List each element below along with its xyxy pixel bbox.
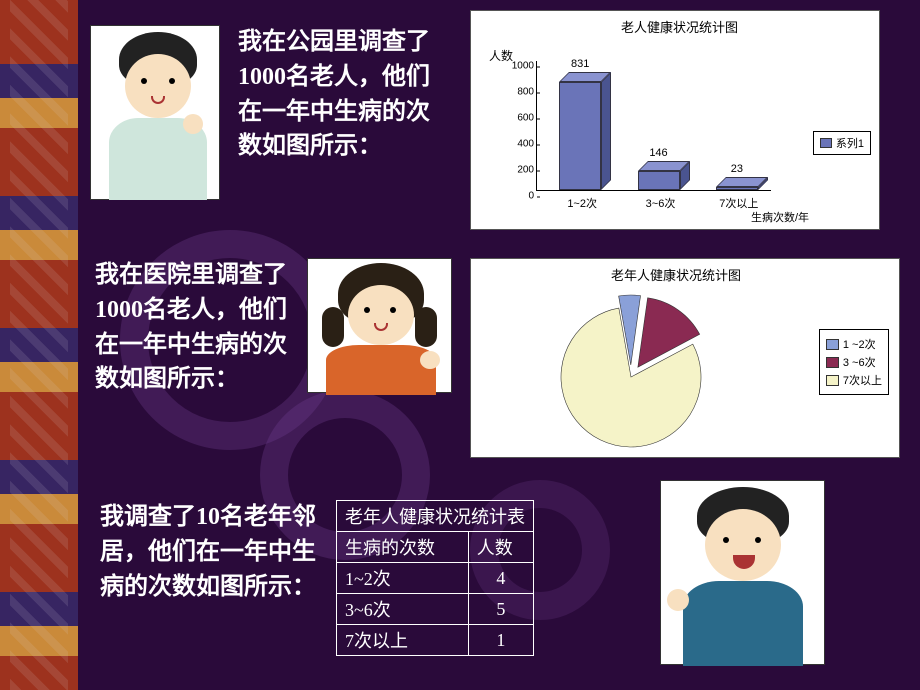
bar-chart-ytick: 400	[517, 139, 537, 150]
bar: 831	[559, 82, 601, 190]
bar-chart-xtick: 3~6次	[632, 195, 690, 211]
girl-avatar	[307, 258, 452, 393]
bar: 146	[638, 171, 680, 190]
bar-chart-ytick: 200	[517, 165, 537, 176]
section-park-survey: 我在公园里调查了1000名老人，他们在一年中生病的次数如图所示：	[90, 25, 448, 200]
bar-chart-ytick: 800	[517, 87, 537, 98]
legend-item: 1 ~2次	[826, 336, 882, 352]
pie-chart-panel: 老年人健康状况统计图 1 ~2次3 ~6次7次以上	[470, 258, 900, 458]
pie-chart-legend: 1 ~2次 3 ~6次 7次以上	[819, 329, 889, 395]
pie-chart-svg	[511, 277, 751, 457]
table-row: 7次以上1	[337, 625, 534, 656]
stats-table: 老年人健康状况统计表生病的次数人数1~2次43~6次57次以上1	[336, 500, 534, 656]
bar-chart-xtick: 7次以上	[710, 195, 768, 211]
left-color-strip	[0, 0, 78, 690]
table-row: 3~6次5	[337, 594, 534, 625]
bar-chart-ytick: 600	[517, 113, 537, 124]
bar: 23	[716, 187, 758, 190]
caption-hospital: 我在医院里调查了1000名老人，他们在一年中生病的次数如图所示：	[95, 258, 295, 397]
legend-swatch	[820, 138, 832, 148]
table-row: 1~2次4	[337, 563, 534, 594]
caption-park: 我在公园里调查了1000名老人，他们在一年中生病的次数如图所示：	[238, 25, 448, 164]
bar-chart-xlabel: 生病次数/年	[751, 209, 809, 225]
bar-chart-xtick: 1~2次	[553, 195, 611, 211]
stats-table-wrapper: 老年人健康状况统计表生病的次数人数1~2次43~6次57次以上1	[336, 500, 534, 656]
legend-item: 3 ~6次	[826, 354, 882, 370]
bar-chart-ytick: 0	[528, 191, 537, 202]
section-hospital-survey: 我在医院里调查了1000名老人，他们在一年中生病的次数如图所示：	[95, 258, 452, 397]
bar-chart-title: 老人健康状况统计图	[621, 17, 738, 36]
bar-chart-ytick: 1000	[512, 61, 537, 72]
caption-neighbor: 我调查了10名老年邻居，他们在一年中生病的次数如图所示：	[100, 500, 320, 604]
bar-chart-panel: 老人健康状况统计图 人数 生病次数/年 02004006008001000831…	[470, 10, 880, 230]
boy-avatar	[90, 25, 220, 200]
bar-chart-ylabel: 人数	[489, 47, 513, 64]
bar-chart-plot-area: 020040060080010008311~2次1463~6次237次以上	[536, 61, 771, 191]
boy-right-avatar	[660, 480, 825, 665]
section-neighbor-survey: 我调查了10名老年邻居，他们在一年中生病的次数如图所示： 老年人健康状况统计表生…	[100, 500, 534, 656]
legend-item: 7次以上	[826, 372, 882, 388]
bar-chart-legend: 系列1	[813, 131, 871, 155]
legend-series-label: 系列1	[836, 135, 864, 151]
